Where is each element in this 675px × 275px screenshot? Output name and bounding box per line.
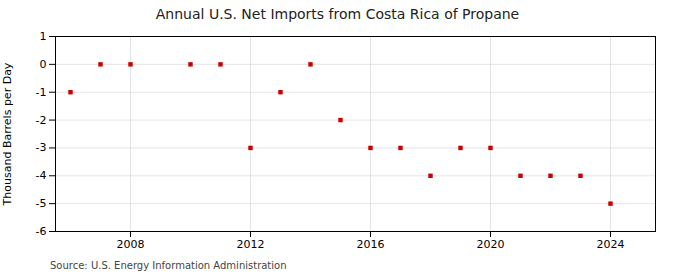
svg-text:Thousand Barrels per Day: Thousand Barrels per Day [1, 62, 14, 206]
svg-text:2016: 2016 [357, 238, 385, 251]
svg-text:-3: -3 [36, 141, 47, 154]
svg-text:2024: 2024 [597, 238, 625, 251]
svg-text:-6: -6 [36, 225, 47, 238]
svg-text:-4: -4 [36, 169, 47, 182]
svg-text:2020: 2020 [477, 238, 505, 251]
svg-text:-2: -2 [36, 114, 47, 127]
svg-text:1: 1 [40, 30, 47, 43]
html-text:Annual U.S. Net Imports from C: Annual U.S. Net Imports from Costa Rica … [155, 6, 520, 22]
svg-text:2008: 2008 [117, 238, 145, 251]
svg-text:0: 0 [40, 58, 47, 71]
html-text:Source: U.S. Energy Informatio: Source: U.S. Energy Information Administ… [50, 260, 287, 271]
svg-text:-1: -1 [36, 86, 47, 99]
svg-text:2012: 2012 [237, 238, 265, 251]
svg-text:-5: -5 [36, 197, 47, 210]
